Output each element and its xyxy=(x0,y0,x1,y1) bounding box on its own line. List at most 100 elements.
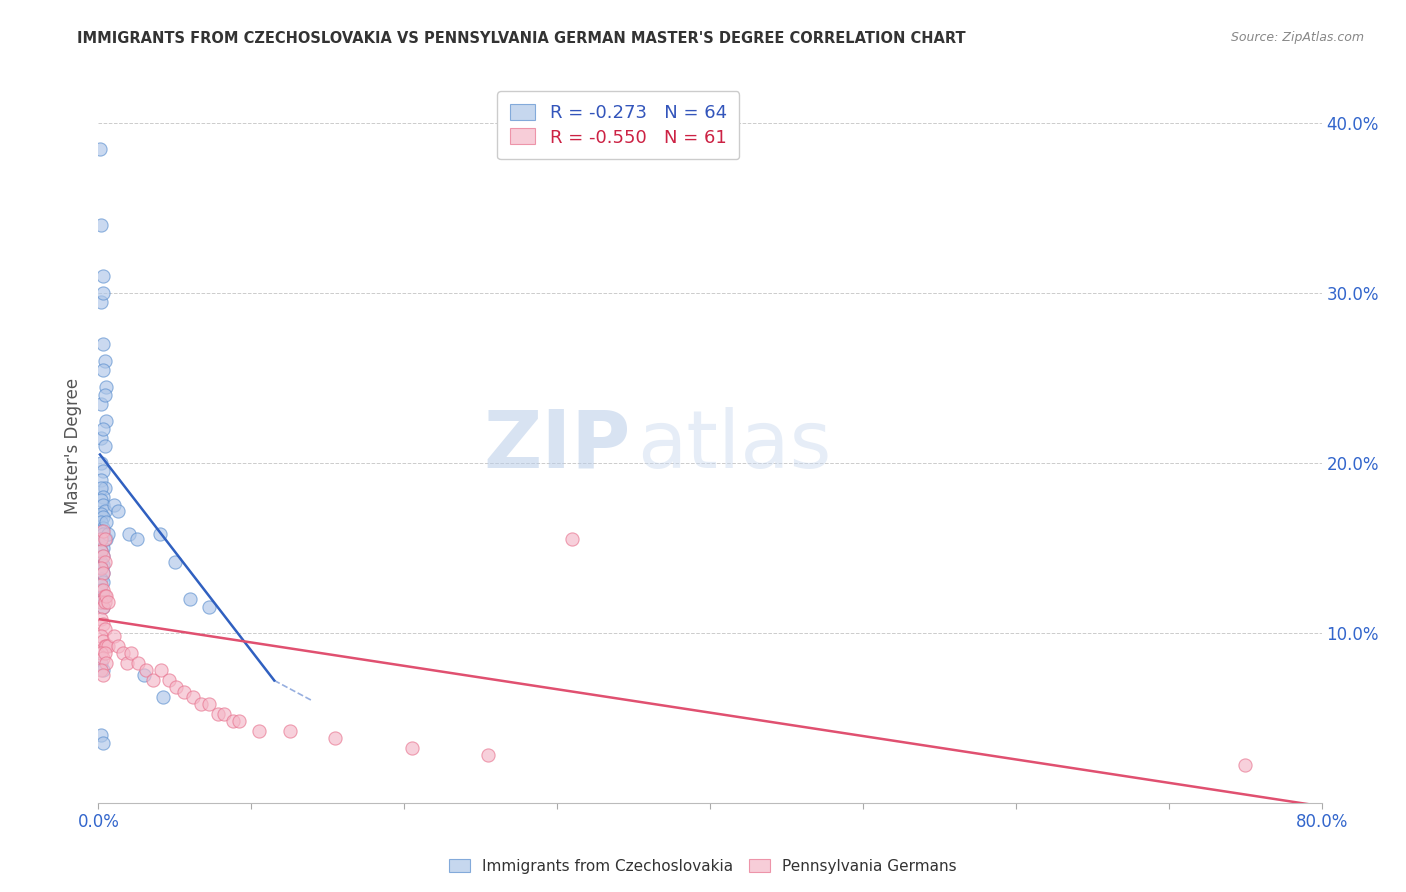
Point xyxy=(91,566,114,581)
Point xyxy=(93,482,115,496)
Text: atlas: atlas xyxy=(637,407,831,485)
Point xyxy=(94,640,117,654)
Point xyxy=(90,544,112,558)
Point xyxy=(90,612,112,626)
Point xyxy=(90,533,112,547)
Point xyxy=(134,668,156,682)
Text: IMMIGRANTS FROM CZECHOSLOVAKIA VS PENNSYLVANIA GERMAN MASTER'S DEGREE CORRELATIO: IMMIGRANTS FROM CZECHOSLOVAKIA VS PENNSY… xyxy=(77,31,966,46)
Point xyxy=(91,422,114,436)
Point xyxy=(94,413,117,427)
Point xyxy=(247,724,270,739)
Point xyxy=(107,503,129,517)
Point xyxy=(90,507,112,521)
Point xyxy=(91,634,114,648)
Point xyxy=(93,595,115,609)
Point xyxy=(93,623,115,637)
Point xyxy=(91,48,114,62)
Point xyxy=(91,651,114,665)
Point xyxy=(93,589,115,603)
Point xyxy=(90,493,112,508)
Point xyxy=(90,544,112,558)
Point xyxy=(91,663,114,677)
Point xyxy=(93,439,115,453)
Point xyxy=(90,533,112,547)
Point xyxy=(91,499,114,513)
Point xyxy=(561,533,583,547)
Point xyxy=(90,396,112,410)
Point xyxy=(150,663,173,677)
Point xyxy=(91,589,114,603)
Point xyxy=(117,657,139,671)
Point xyxy=(90,578,112,592)
Y-axis label: Master's Degree: Master's Degree xyxy=(65,378,83,514)
Point xyxy=(149,527,172,541)
Point xyxy=(278,724,301,739)
Point xyxy=(94,657,117,671)
Point xyxy=(91,558,114,572)
Point xyxy=(190,698,212,712)
Point xyxy=(173,685,195,699)
Legend: R = -0.273   N = 64, R = -0.550   N = 61: R = -0.273 N = 64, R = -0.550 N = 61 xyxy=(498,91,740,159)
Point xyxy=(1234,758,1257,772)
Point xyxy=(90,728,112,742)
Point xyxy=(152,690,174,705)
Point xyxy=(179,591,201,606)
Point xyxy=(91,337,114,351)
Point xyxy=(90,218,112,232)
Point xyxy=(197,698,219,712)
Point xyxy=(127,657,149,671)
Point xyxy=(94,533,117,547)
Point xyxy=(93,533,115,547)
Point xyxy=(94,516,117,530)
Point xyxy=(90,456,112,470)
Point xyxy=(90,430,112,444)
Point xyxy=(91,510,114,524)
Point xyxy=(91,527,114,541)
Point xyxy=(91,566,114,581)
Point xyxy=(401,741,423,756)
Point xyxy=(93,646,115,660)
Point xyxy=(90,294,112,309)
Point xyxy=(90,657,112,671)
Point xyxy=(93,640,115,654)
Point xyxy=(91,269,114,284)
Point xyxy=(125,533,148,547)
Point xyxy=(325,731,347,746)
Point xyxy=(97,595,120,609)
Point xyxy=(94,379,117,393)
Point xyxy=(165,680,187,694)
Point xyxy=(91,583,114,598)
Point xyxy=(163,555,186,569)
Point xyxy=(90,572,112,586)
Point xyxy=(90,663,112,677)
Point xyxy=(97,527,120,541)
Point xyxy=(228,714,250,729)
Point xyxy=(197,600,219,615)
Point xyxy=(97,640,120,654)
Point xyxy=(90,561,112,575)
Text: ZIP: ZIP xyxy=(484,407,630,485)
Point xyxy=(91,490,114,504)
Point xyxy=(94,589,117,603)
Point xyxy=(91,286,114,301)
Point xyxy=(90,629,112,643)
Point xyxy=(91,574,114,589)
Point xyxy=(90,595,112,609)
Point xyxy=(93,388,115,402)
Point xyxy=(89,142,111,156)
Point xyxy=(222,714,245,729)
Point xyxy=(107,640,129,654)
Point xyxy=(135,663,157,677)
Point xyxy=(91,549,114,564)
Point xyxy=(90,482,112,496)
Point xyxy=(93,555,115,569)
Point xyxy=(477,748,499,763)
Point xyxy=(91,600,114,615)
Point xyxy=(90,473,112,487)
Point xyxy=(111,646,134,660)
Point xyxy=(90,595,112,609)
Point xyxy=(90,516,112,530)
Point xyxy=(118,527,141,541)
Point xyxy=(93,503,115,517)
Point xyxy=(120,646,142,660)
